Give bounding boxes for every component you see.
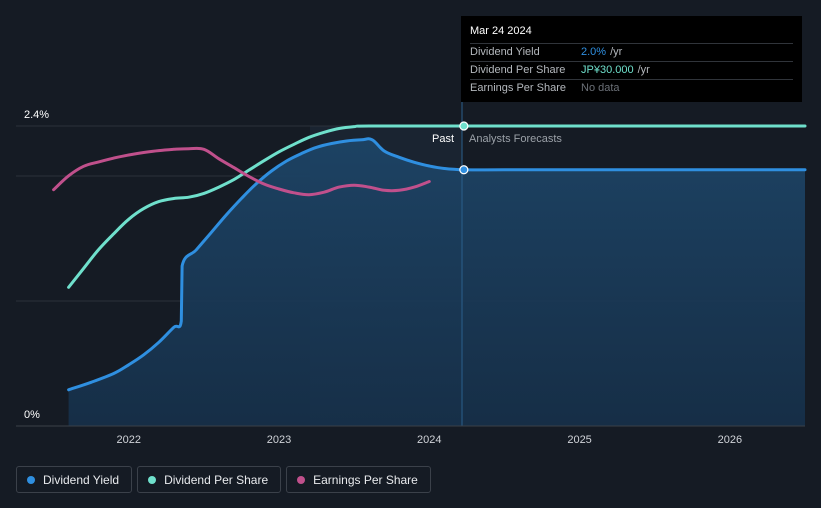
tooltip-row-value: 2.0%: [581, 46, 607, 58]
tooltip-row-name: Dividend Per Share: [470, 64, 566, 76]
x-tick-label: 2026: [718, 434, 742, 446]
legend-item-dividend-per-share[interactable]: Dividend Per Share: [137, 466, 282, 493]
past-label: Past: [432, 133, 454, 145]
x-tick-label: 2025: [567, 434, 591, 446]
analysts-forecast-label: Analysts Forecasts: [469, 133, 562, 145]
legend-dot-icon: [297, 475, 306, 484]
hover-tooltip: Mar 24 2024 Dividend Yield 2.0% /yr Divi…: [461, 16, 802, 102]
y-axis-top-label: 2.4%: [24, 109, 49, 121]
tooltip-row-unit: /yr: [610, 46, 623, 58]
x-tick-label: 2023: [267, 434, 291, 446]
tooltip-row-no-data: No data: [581, 82, 620, 94]
y-axis-bottom-label: 0%: [24, 409, 40, 421]
tooltip-row-dividend-per-share: Dividend Per Share JP¥30.000 /yr: [470, 62, 793, 80]
legend-label: Dividend Yield: [43, 472, 120, 487]
legend-dot-icon: [148, 475, 157, 484]
dividend-yield-marker: [459, 165, 469, 175]
legend-item-dividend-yield[interactable]: Dividend Yield: [16, 466, 133, 493]
tooltip-row-earnings-per-share: Earnings Per Share No data: [470, 80, 793, 97]
earnings-per-share-line: [52, 146, 431, 197]
tooltip-row-name: Dividend Yield: [470, 46, 540, 58]
tooltip-row-dividend-yield: Dividend Yield 2.0% /yr: [470, 44, 793, 62]
x-tick-label: 2022: [116, 434, 140, 446]
legend-label: Earnings Per Share: [313, 472, 418, 487]
legend-item-earnings-per-share[interactable]: Earnings Per Share: [286, 466, 431, 493]
tooltip-date: Mar 24 2024: [470, 23, 793, 44]
dividend-per-share-line: [67, 124, 807, 289]
tooltip-row-value: JP¥30.000: [581, 64, 634, 76]
dividend-per-share-marker: [459, 121, 469, 131]
chart-legend: Dividend Yield Dividend Per Share Earnin…: [16, 466, 431, 493]
x-tick-label: 2024: [417, 434, 441, 446]
dividend-yield-area: [68, 138, 806, 426]
legend-label: Dividend Per Share: [164, 472, 269, 487]
tooltip-row-name: Earnings Per Share: [470, 82, 566, 94]
legend-dot-icon: [27, 475, 35, 484]
tooltip-row-unit: /yr: [637, 64, 650, 76]
